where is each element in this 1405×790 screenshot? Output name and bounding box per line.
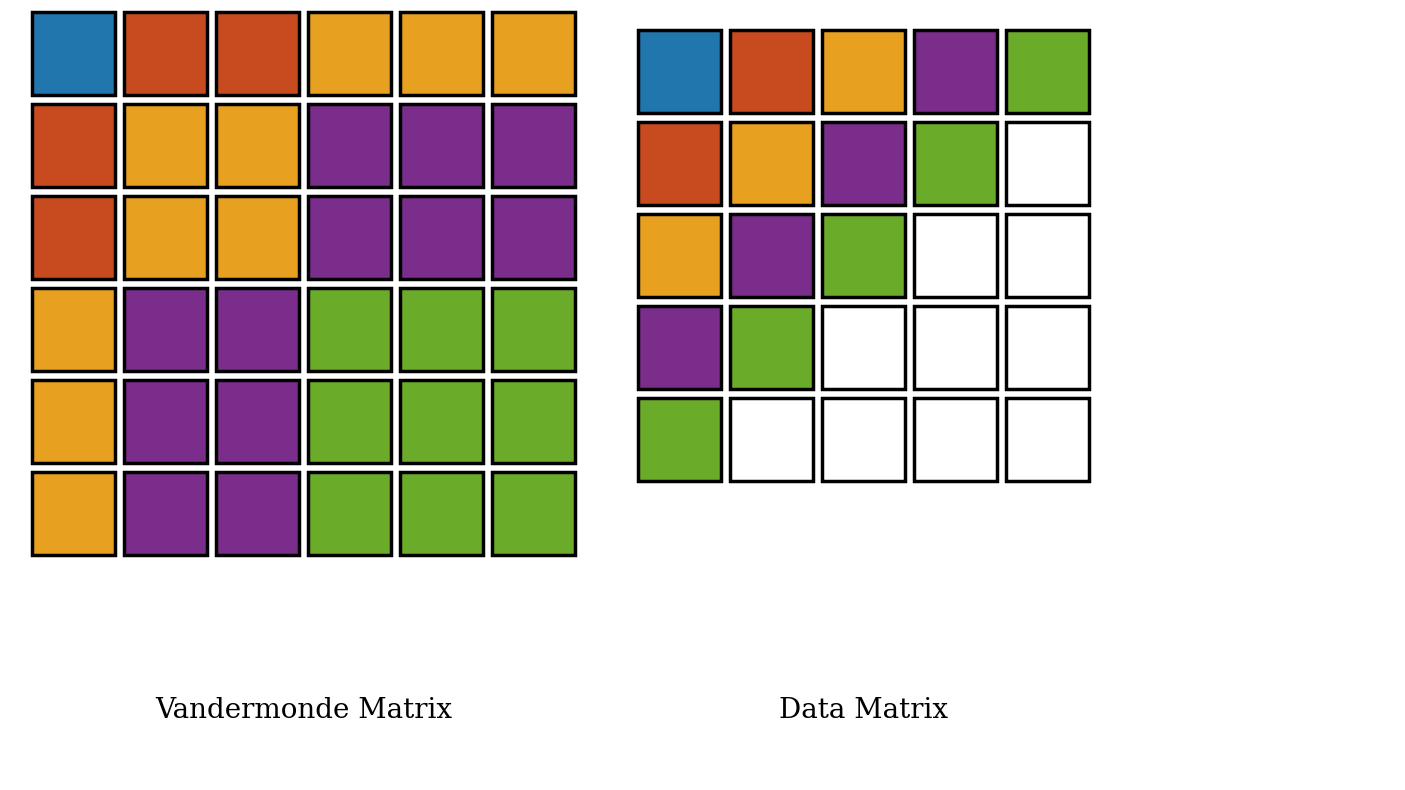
Bar [638,214,721,297]
Bar [124,288,207,371]
Text: Vandermonde Matrix: Vandermonde Matrix [155,697,452,724]
Bar [638,122,721,205]
Bar [124,104,207,187]
Bar [308,380,391,463]
Bar [400,288,483,371]
Bar [1006,30,1089,113]
Bar [915,306,998,389]
Bar [32,288,115,371]
Bar [492,104,575,187]
Bar [400,12,483,95]
Bar [216,472,299,555]
Bar [32,380,115,463]
Bar [32,196,115,279]
Bar [638,398,721,481]
Bar [216,12,299,95]
Bar [32,12,115,95]
Bar [308,288,391,371]
Bar [492,380,575,463]
Bar [731,122,813,205]
Bar [915,122,998,205]
Bar [915,30,998,113]
Bar [822,214,905,297]
Bar [216,196,299,279]
Bar [638,306,721,389]
Bar [124,196,207,279]
Bar [400,472,483,555]
Bar [731,306,813,389]
Bar [731,214,813,297]
Bar [731,398,813,481]
Bar [308,472,391,555]
Bar [822,122,905,205]
Bar [638,30,721,113]
Bar [915,398,998,481]
Bar [822,306,905,389]
Bar [1006,214,1089,297]
Bar [492,288,575,371]
Bar [32,104,115,187]
Bar [492,12,575,95]
Bar [308,12,391,95]
Bar [492,472,575,555]
Bar [308,104,391,187]
Bar [400,380,483,463]
Bar [400,196,483,279]
Bar [1006,122,1089,205]
Bar [32,472,115,555]
Bar [492,196,575,279]
Bar [731,30,813,113]
Bar [124,472,207,555]
Bar [822,398,905,481]
Bar [216,104,299,187]
Text: Data Matrix: Data Matrix [778,697,948,724]
Bar [124,380,207,463]
Bar [1006,398,1089,481]
Bar [124,12,207,95]
Bar [216,380,299,463]
Bar [400,104,483,187]
Bar [216,288,299,371]
Bar [1006,306,1089,389]
Bar [822,30,905,113]
Bar [915,214,998,297]
Bar [308,196,391,279]
